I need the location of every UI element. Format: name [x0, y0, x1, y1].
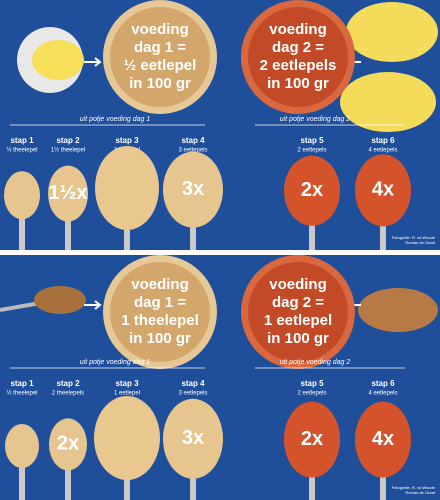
step-name: stap 2: [56, 379, 80, 388]
spoon-bowl: [94, 396, 160, 480]
step-name: stap 1: [10, 136, 34, 145]
jar-text: voeding: [131, 21, 189, 38]
multiplier: 4x: [372, 428, 394, 450]
step-amount: 2 eetlepels: [297, 391, 326, 397]
step-amount: 3 eetlepels: [178, 391, 207, 397]
source-caption: uit potje voeding dag 1: [80, 359, 151, 366]
jar-text: 1 eetlepel: [264, 312, 332, 329]
step-name: stap 6: [371, 136, 395, 145]
jar-text: dag 2 =: [272, 39, 324, 56]
step-name: stap 3: [115, 379, 139, 388]
spoon-bowl: [4, 171, 40, 220]
spoon-bowl: [355, 401, 411, 478]
jar-text: dag 1 =: [134, 294, 186, 311]
multiplier: 2x: [301, 179, 323, 201]
jar-text: in 100 gr: [267, 330, 329, 347]
jar-lid: [110, 262, 210, 362]
spoon-bowl: [5, 424, 39, 468]
credit: Fotografie: R. vd Woude: [392, 235, 436, 240]
jar-lid: [248, 262, 348, 362]
spoon-handle: [190, 223, 196, 250]
arrow-head: [94, 57, 102, 67]
spoon-bowl: [95, 146, 159, 230]
multiplier: 1½x: [49, 182, 88, 204]
jar-text: voeding: [269, 276, 327, 293]
multiplier: 2x: [301, 428, 323, 450]
spoon-bowl: [163, 151, 223, 228]
step-name: stap 4: [181, 136, 205, 145]
source-caption: uit potje voeding dag 2: [280, 359, 351, 366]
jar-text: in 100 gr: [129, 330, 191, 347]
photo-paste: [358, 288, 438, 332]
jar-text: in 100 gr: [129, 75, 191, 92]
jar-text: 2 eetlepels: [260, 57, 337, 74]
step-name: stap 2: [56, 136, 80, 145]
jar-text: ½ eetlepel: [124, 57, 197, 74]
spoon-handle: [124, 476, 130, 500]
step-amount: 1½ theelepel: [51, 147, 85, 154]
step-name: stap 5: [300, 136, 324, 145]
arrow-head: [94, 300, 102, 310]
step-name: stap 1: [10, 379, 34, 388]
source-caption: uit potje voeding dag 1: [80, 116, 151, 123]
spoon-handle: [309, 473, 315, 500]
step-amount: 3 eetlepels: [178, 148, 207, 154]
spoon-handle: [309, 221, 315, 250]
spoon-handle: [65, 217, 71, 250]
spoon-handle: [0, 301, 41, 312]
jar-lid: [248, 7, 348, 107]
spoon-bowl: [49, 418, 87, 471]
jar-text: 1 theelepel: [121, 312, 199, 329]
spoon-handle: [380, 473, 386, 500]
step-name: stap 3: [115, 136, 139, 145]
step-amount: 2 eetlepels: [297, 148, 326, 154]
step-name: stap 4: [181, 379, 205, 388]
multiplier: 3x: [182, 427, 204, 449]
jar-text: voeding: [269, 21, 327, 38]
credit: Roman de Graaf: [405, 240, 435, 245]
spoon-paste: [34, 286, 86, 314]
jar-text: dag 1 =: [134, 39, 186, 56]
step-name: stap 6: [371, 379, 395, 388]
step-amount: 4 eetlepels: [368, 391, 397, 397]
spoon-bowl: [48, 165, 88, 222]
spoon-handle: [124, 226, 130, 250]
jar-text: dag 2 =: [272, 294, 324, 311]
multiplier: 4x: [372, 179, 394, 201]
multiplier: 3x: [182, 178, 204, 200]
jar-text: voeding: [131, 276, 189, 293]
egg: [32, 40, 84, 80]
step-amount: 2 theelepels: [52, 391, 84, 397]
credit: Fotografie: R. vd Woude: [392, 485, 436, 490]
spoon-bowl: [163, 398, 223, 479]
source-caption: uit potje voeding dag 2: [280, 116, 351, 123]
step-amount: 4 eetlepels: [368, 148, 397, 154]
photo-egg: [346, 2, 438, 62]
photo-egg: [340, 72, 436, 132]
spoon-bowl: [284, 155, 340, 226]
jar-text: in 100 gr: [267, 75, 329, 92]
spoon-handle: [19, 464, 25, 500]
spoon-bowl: [355, 154, 411, 227]
step-amount: ½ theelepel: [6, 390, 37, 397]
jar-lid: [110, 7, 210, 107]
spoon-bowl: [284, 401, 340, 478]
step-name: stap 5: [300, 379, 324, 388]
spoon-handle: [190, 474, 196, 500]
credit: Roman de Graaf: [405, 490, 435, 495]
step-amount: 1 eetlepel: [114, 391, 140, 397]
step-amount: ½ theelepel: [6, 147, 37, 154]
spoon-handle: [19, 215, 25, 250]
multiplier: 2x: [57, 433, 79, 455]
spoon-handle: [380, 222, 386, 250]
spoon-handle: [65, 466, 71, 500]
